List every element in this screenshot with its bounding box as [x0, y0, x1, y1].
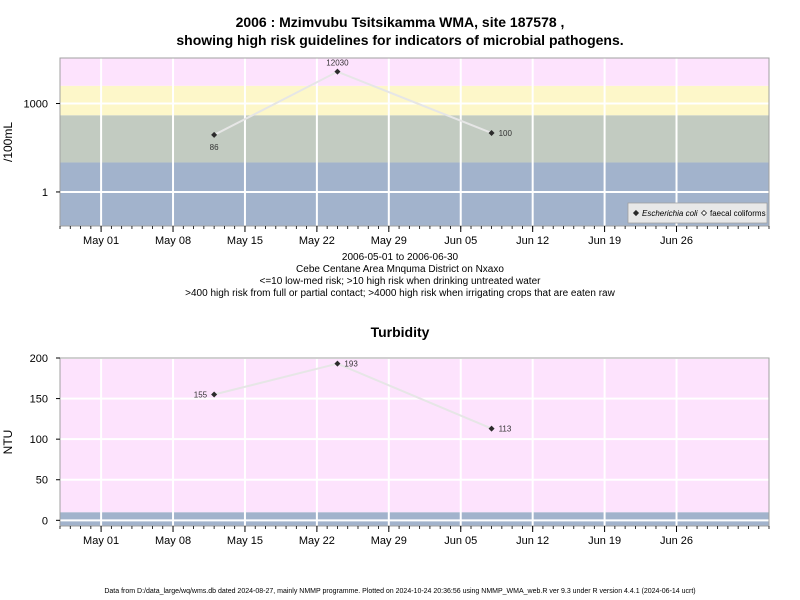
x-tick-label: Jun 26 — [660, 535, 693, 547]
legend-marker — [700, 209, 708, 217]
chart-turbidity: 0 50 100 150 200 May 01 May 08 May 15 May 22 May … — [1, 353, 770, 547]
data-point — [211, 131, 218, 138]
x-tick-label: May 01 — [83, 535, 119, 547]
data-label: 86 — [210, 143, 219, 152]
legend-box — [627, 202, 768, 224]
x-tick-label: May 22 — [299, 535, 335, 547]
chart2-title: Turbidity — [370, 324, 430, 340]
x-tick-label: May 15 — [227, 535, 263, 547]
y-tick-label: 100 — [30, 434, 48, 446]
x-tick-label: May 01 — [83, 235, 119, 247]
y-tick-label: 150 — [30, 394, 48, 406]
y-tick-label: 200 — [30, 353, 48, 365]
data-label: 155 — [194, 391, 208, 400]
y-tick-label: 1000 — [24, 99, 48, 111]
x-tick-label: Jun 05 — [444, 535, 477, 547]
data-point — [211, 391, 218, 398]
data-label: 193 — [344, 360, 358, 369]
risk-band-0 — [60, 512, 769, 526]
risk-band-2 — [60, 85, 769, 116]
x-tick-label: Jun 19 — [588, 235, 621, 247]
legend-label: faecal coliforms — [710, 209, 766, 218]
footer-note: Data from D:/data_large/wq/wms.db dated … — [104, 588, 696, 595]
x-tick-label: May 29 — [371, 235, 407, 247]
chart1-subtitle-2: Cebe Centane Area Mnquma District on Nxa… — [296, 264, 504, 275]
legend-label: Escherichia coli — [642, 209, 698, 218]
legend-marker — [632, 209, 640, 217]
chart-ecoli: 1 1000 May 01 May 08 May 15 May 22 May 29 Jun 0… — [1, 57, 770, 247]
x-tick-label: Jun 12 — [516, 535, 549, 547]
data-label: 113 — [499, 425, 512, 434]
data-point — [488, 129, 495, 136]
plot-frame — [59, 57, 770, 227]
x-tick-label: May 08 — [155, 535, 191, 547]
x-tick-label: Jun 12 — [516, 235, 549, 247]
x-tick-label: May 22 — [299, 235, 335, 247]
y-tick-label: 1 — [42, 187, 48, 199]
y-tick-label: 50 — [36, 475, 48, 487]
x-tick-label: May 29 — [371, 535, 407, 547]
data-point — [334, 360, 341, 367]
x-tick-label: May 08 — [155, 235, 191, 247]
y-axis-label: /100mL — [1, 122, 15, 162]
chart1-subtitle-4: >400 high risk from full or partial cont… — [185, 288, 615, 299]
x-tick-label: Jun 26 — [660, 235, 693, 247]
chart1-subtitle-1: 2006-05-01 to 2006-06-30 — [341, 252, 459, 263]
chart1-subtitle-3: <=10 low-med risk; >10 high risk when dr… — [259, 276, 541, 287]
x-tick-label: Jun 19 — [588, 535, 621, 547]
chart1-title-line2: showing high risk guidelines for indicat… — [176, 32, 624, 48]
risk-band-3 — [60, 58, 769, 86]
chart1-title-line1: 2006 : Mzimvubu Tsitsikamma WMA, site 18… — [235, 14, 565, 30]
data-label: 12030 — [326, 59, 349, 68]
x-tick-label: Jun 05 — [444, 235, 477, 247]
y-axis-label: NTU — [1, 430, 15, 455]
risk-band-1 — [60, 115, 769, 163]
data-point — [334, 68, 341, 75]
data-label: 100 — [499, 129, 513, 138]
plot-frame — [59, 357, 770, 527]
x-tick-label: May 15 — [227, 235, 263, 247]
data-point — [488, 425, 495, 432]
risk-band-1 — [60, 358, 769, 513]
y-tick-label: 0 — [42, 515, 48, 527]
